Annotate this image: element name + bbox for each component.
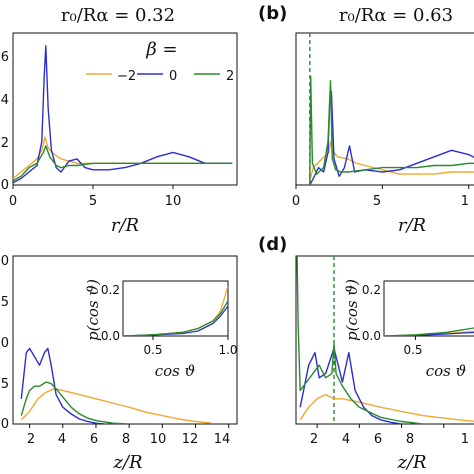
- panel-c-inset-plot-area: [123, 285, 229, 340]
- panel-d-letter: (d): [258, 234, 287, 255]
- panel-d-inset-xlabel: cos ϑ: [426, 362, 467, 380]
- panel-c-xtick-6: 6: [90, 432, 98, 447]
- panel-a-xtick-0: 0: [9, 194, 17, 209]
- legend-label-2: 2: [226, 69, 234, 84]
- panel-a-series-orange-line: [13, 136, 233, 180]
- panel-d-inset-plot-area: [384, 327, 474, 340]
- panel-a-xlabel: r/R: [111, 215, 139, 236]
- panel-c-xtick-14: 14: [214, 432, 231, 447]
- panel-a-frame: [12, 32, 238, 186]
- panel-a-ytick-6: 6: [1, 50, 9, 65]
- panel-c-inset-frame: [122, 280, 229, 337]
- panel-a-series-blue-line: [13, 45, 233, 184]
- panel-c-xtick-8: 8: [122, 432, 130, 447]
- panel-d-inset-ytick-02: 0.2: [362, 283, 381, 297]
- panel-d-inset: p(cos ϑ) 0.2 0.0 0.5 cos ϑ: [343, 279, 474, 380]
- panel-c-inset-xtick-10: 1.0: [218, 343, 237, 357]
- panel-a: r₀/Rα = 0.32 6 4 2 0 0 5 10 r/R β = −2 0…: [1, 5, 238, 236]
- panel-c-ytick-b: 5: [1, 295, 9, 310]
- legend-label-0: 0: [169, 69, 177, 84]
- panel-b: (b) r₀/Rα = 0.63 0 5 1 r/R: [258, 3, 474, 236]
- panel-c-series-orange-line: [20, 388, 213, 424]
- panel-b-plot-area: [295, 33, 474, 189]
- panel-c-inset-ytick-02: 0.2: [101, 283, 120, 297]
- legend: β = −2 0 2: [86, 39, 234, 84]
- legend-label-neg2: −2: [117, 69, 136, 84]
- panel-d-inset-xtick-05: 0.5: [403, 343, 422, 357]
- panel-c-xtick-12: 12: [182, 432, 199, 447]
- panel-c-inset-xlabel: cos ϑ: [155, 362, 196, 380]
- panel-b-xtick-5: 5: [373, 194, 381, 209]
- panel-d-xtick-6: 6: [374, 432, 382, 447]
- panel-c-series-green-line: [20, 381, 130, 424]
- panel-a-ytick-0: 0: [1, 178, 9, 193]
- panel-a-series-green-line: [13, 145, 233, 182]
- panel-b-title: r₀/Rα = 0.63: [339, 5, 453, 26]
- legend-title: β =: [145, 39, 177, 60]
- panel-b-frame: [295, 32, 474, 186]
- panel-a-xtick-10: 10: [165, 194, 182, 209]
- panel-d-inset-series-green-line: [384, 327, 474, 336]
- panel-a-plot-area: [12, 45, 233, 189]
- panel-b-xlabel: r/R: [398, 215, 426, 236]
- panel-c-series-blue-line: [20, 347, 105, 424]
- panel-c-plot-area: [20, 347, 230, 428]
- panel-b-xtick-0: 0: [292, 194, 300, 209]
- panel-c-xtick-4: 4: [58, 432, 66, 447]
- panel-c-ytick-e: 0: [1, 417, 9, 432]
- panel-a-ytick-4: 4: [1, 93, 9, 108]
- panel-b-xtick-10: 1: [461, 194, 469, 209]
- panel-d-series-blue-line: [299, 347, 402, 424]
- panel-c-xtick-2: 2: [27, 432, 35, 447]
- panel-c-xtick-10: 10: [150, 432, 167, 447]
- panel-a-title: r₀/Rα = 0.32: [61, 5, 175, 26]
- panel-d-inset-ylabel: p(cos ϑ): [343, 279, 361, 341]
- panel-c-inset-ylabel: p(cos ϑ): [84, 279, 102, 341]
- panel-a-xtick-5: 5: [89, 194, 97, 209]
- panel-d-xtick-4: 4: [342, 432, 350, 447]
- panel-d-inset-frame: [383, 280, 474, 337]
- panel-d-xtick-8: 8: [406, 432, 414, 447]
- panel-c-inset: p(cos ϑ) 0.2 0.0 0.5 1.0 cos ϑ: [84, 279, 238, 380]
- panel-d-frame: [295, 255, 474, 425]
- panel-c-xlabel: z/R: [112, 452, 142, 473]
- panel-c-inset-ytick-00: 0.0: [101, 329, 120, 343]
- panel-c-ytick-d: 5: [1, 377, 9, 392]
- panel-d: (d) 2 4 6 8 1 z/R p(cos ϑ) 0.2 0.0 0.5 c…: [258, 234, 474, 473]
- panel-b-series-green-line: [309, 75, 474, 185]
- panel-b-series-blue-line: [309, 90, 474, 185]
- panel-d-xtick-10: 1: [461, 432, 469, 447]
- panel-c-inset-xtick-05: 0.5: [143, 343, 162, 357]
- panel-d-plot-area: [296, 256, 474, 428]
- panel-c-ytick-c: 0: [1, 336, 9, 351]
- panel-b-letter: (b): [258, 3, 287, 24]
- panel-d-xlabel: z/R: [396, 452, 426, 473]
- panel-c: 0 5 0 5 0 2 4 6 8 10 12 14 z/R p(cos ϑ) …: [1, 254, 238, 473]
- panel-d-xtick-2: 2: [310, 432, 318, 447]
- panel-c-ytick-a: 0: [1, 254, 9, 269]
- panel-a-ytick-2: 2: [1, 136, 9, 151]
- panel-d-series-orange-line: [299, 393, 474, 423]
- panel-d-inset-ytick-00: 0.0: [362, 329, 381, 343]
- panel-c-inset-series-green-line: [123, 300, 228, 336]
- panel-d-series-green-line: [296, 256, 423, 424]
